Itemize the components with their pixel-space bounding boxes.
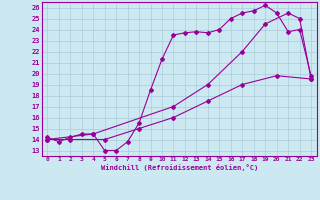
X-axis label: Windchill (Refroidissement éolien,°C): Windchill (Refroidissement éolien,°C) bbox=[100, 164, 258, 171]
